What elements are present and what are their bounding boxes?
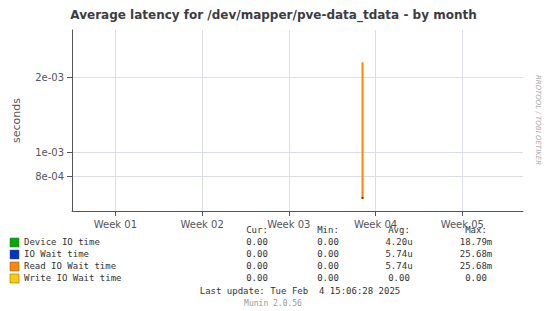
svg-text:0.00: 0.00 (317, 261, 339, 271)
svg-text:0.00: 0.00 (388, 273, 410, 283)
svg-text:Max:: Max: (465, 225, 487, 235)
svg-text:25.68m: 25.68m (460, 249, 493, 259)
svg-text:Week 05: Week 05 (441, 219, 484, 230)
svg-text:Last update: Tue Feb 4 15:06:: Last update: Tue Feb 4 15:06:28 2025 (200, 286, 400, 296)
svg-text:0.00: 0.00 (465, 273, 487, 283)
svg-text:Week 02: Week 02 (180, 219, 223, 230)
svg-text:Write IO Wait time: Write IO Wait time (24, 273, 122, 283)
svg-text:Week 04: Week 04 (354, 219, 397, 230)
svg-text:RRDTOOL / TOBI OETIKER: RRDTOOL / TOBI OETIKER (534, 75, 542, 165)
svg-text:0.00: 0.00 (246, 261, 268, 271)
svg-text:4.20u: 4.20u (385, 237, 412, 247)
svg-text:2e-03: 2e-03 (35, 72, 64, 83)
svg-text:Device IO time: Device IO time (24, 237, 100, 247)
svg-text:1e-03: 1e-03 (35, 147, 64, 158)
svg-text:Cur:: Cur: (246, 225, 268, 235)
svg-text:Week 01: Week 01 (94, 219, 137, 230)
svg-text:0.00: 0.00 (246, 249, 268, 259)
svg-text:0.00: 0.00 (317, 273, 339, 283)
svg-text:8e-04: 8e-04 (35, 171, 64, 182)
svg-text:0.00: 0.00 (317, 249, 339, 259)
svg-text:Min:: Min: (317, 225, 339, 235)
svg-text:0.00: 0.00 (246, 237, 268, 247)
svg-text:Munin 2.0.56: Munin 2.0.56 (244, 299, 302, 308)
svg-text:IO Wait time: IO Wait time (24, 249, 89, 259)
svg-text:5.74u: 5.74u (385, 249, 412, 259)
svg-text:Read IO Wait time: Read IO Wait time (24, 261, 116, 271)
svg-text:5.74u: 5.74u (385, 261, 412, 271)
svg-text:25.68m: 25.68m (460, 261, 493, 271)
svg-text:18.79m: 18.79m (460, 237, 493, 247)
svg-text:Week 03: Week 03 (267, 219, 310, 230)
svg-text:0.00: 0.00 (317, 237, 339, 247)
svg-text:0.00: 0.00 (246, 273, 268, 283)
svg-text:seconds: seconds (10, 98, 23, 143)
svg-text:Average latency for /dev/mappe: Average latency for /dev/mapper/pve-data… (70, 8, 476, 23)
svg-text:Avg:: Avg: (388, 225, 410, 235)
